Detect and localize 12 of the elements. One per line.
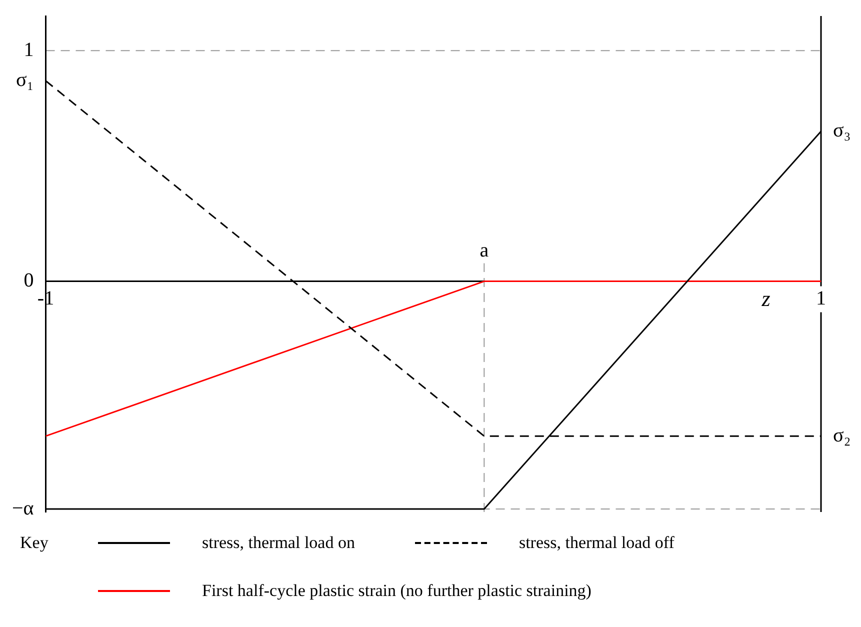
ref-line-label: a bbox=[480, 240, 489, 262]
y-tick-label: −α bbox=[12, 497, 34, 520]
y-tick-label: 1 bbox=[24, 38, 34, 61]
x-axis-title: z bbox=[760, 286, 771, 312]
y-tick-label: 0 bbox=[24, 270, 34, 292]
legend-title: Key bbox=[19, 533, 50, 553]
legend-label: stress, thermal load on bbox=[202, 533, 355, 553]
legend-label: stress, thermal load off bbox=[518, 533, 674, 553]
annotation: σ₂ bbox=[833, 424, 851, 446]
annotation: σ₃ bbox=[833, 120, 851, 142]
legend-label: First half-cycle plastic strain (no further plastic straining) bbox=[202, 581, 592, 601]
y-tick-label: σ₁ bbox=[16, 69, 34, 92]
